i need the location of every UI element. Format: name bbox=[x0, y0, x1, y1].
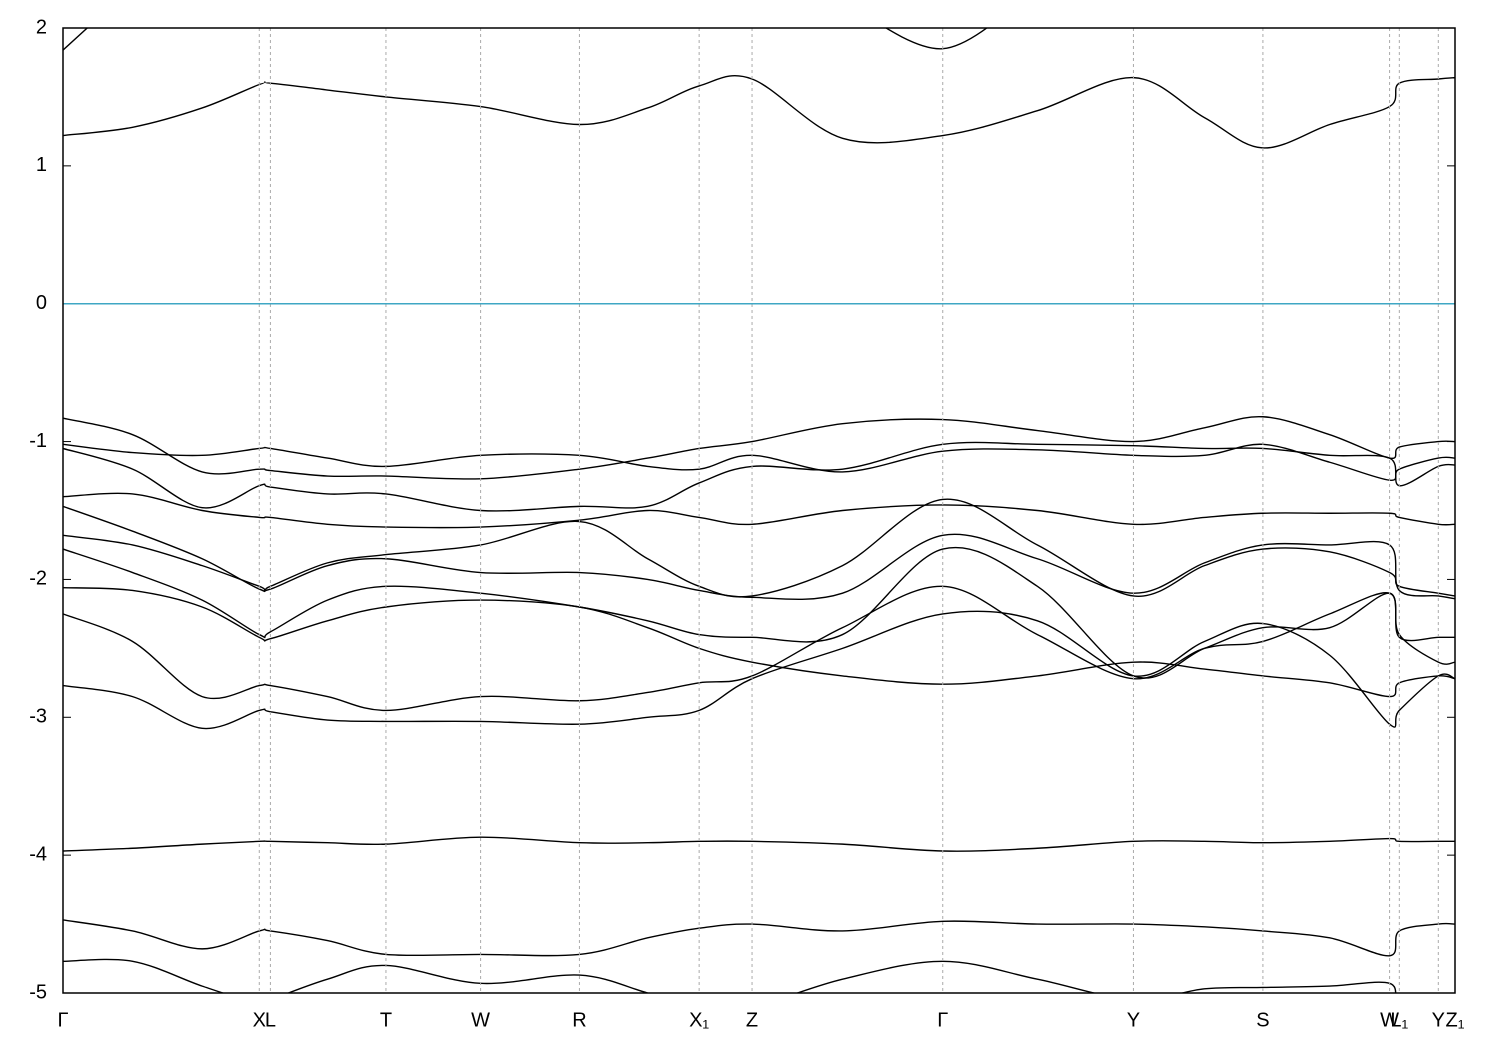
y-tick-label: -3 bbox=[29, 706, 47, 728]
band-line bbox=[63, 492, 1455, 529]
band-line bbox=[63, 498, 1455, 598]
y-tick-label: -1 bbox=[29, 430, 47, 452]
x-tick-label: Γ bbox=[57, 1009, 68, 1031]
y-tick-label: -2 bbox=[29, 568, 47, 590]
x-tick-label: Y bbox=[1432, 1009, 1445, 1031]
band-line bbox=[884, 28, 988, 50]
band-line bbox=[63, 836, 1455, 852]
x-tick-label: Γ bbox=[937, 1009, 948, 1031]
band-line bbox=[63, 533, 1455, 601]
x-tick-label: W bbox=[1380, 1009, 1399, 1031]
band-line bbox=[63, 75, 1455, 149]
x-tick-label: R bbox=[572, 1009, 586, 1031]
band-line bbox=[63, 416, 1455, 480]
x-tick-label: L bbox=[265, 1009, 276, 1031]
x-tick-label: W bbox=[471, 1009, 490, 1031]
x-tick-label: Z₁ bbox=[1446, 1009, 1465, 1031]
x-tick-label: T bbox=[380, 1009, 392, 1031]
y-tick-label: 0 bbox=[36, 292, 47, 314]
band-line bbox=[63, 585, 1455, 712]
y-tick-label: 1 bbox=[36, 154, 47, 176]
band-line bbox=[63, 443, 1455, 481]
x-tick-label: Z bbox=[746, 1009, 758, 1031]
y-tick-label: -4 bbox=[29, 843, 47, 865]
band-line bbox=[63, 587, 1455, 698]
band-line bbox=[63, 610, 1455, 730]
x-tick-label: S bbox=[1256, 1009, 1269, 1031]
band-line bbox=[63, 28, 89, 51]
x-tick-label: X bbox=[253, 1009, 266, 1031]
band-line bbox=[63, 919, 1455, 957]
plot-frame bbox=[62, 27, 1456, 994]
x-tick-label: Y bbox=[1127, 1009, 1140, 1031]
band-line bbox=[63, 958, 1397, 993]
band-line bbox=[63, 546, 1455, 679]
y-tick-label: -5 bbox=[29, 981, 47, 1003]
x-tick-label: L₁ bbox=[1390, 1009, 1408, 1031]
y-tick-label: 2 bbox=[36, 16, 47, 38]
x-tick-label: X₁ bbox=[689, 1009, 709, 1031]
band-line bbox=[63, 441, 1455, 512]
plot-area bbox=[63, 28, 1455, 993]
